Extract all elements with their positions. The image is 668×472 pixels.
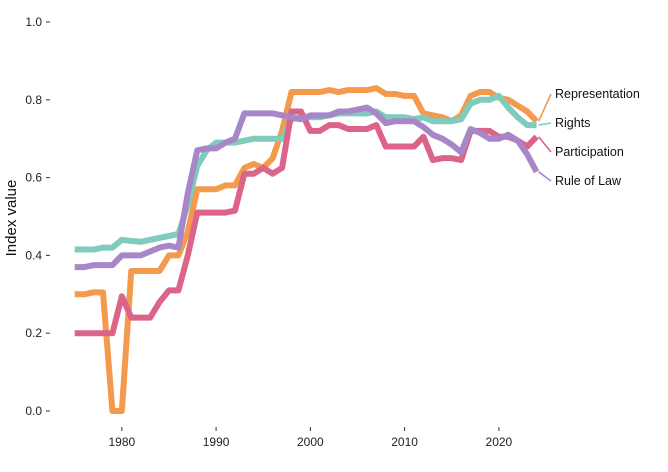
series-labels: Representation Rights Participation Rule of… [537,87,640,188]
series-label-rights: Rights [555,116,590,130]
leader-line-representation [537,93,552,122]
y-axis-label: Index value [3,180,20,257]
y-axis: 0.0 0.2 0.4 0.6 0.8 1.0 [25,15,50,418]
x-tick-label: 1990 [203,435,230,449]
y-tick-label: 0.4 [25,248,42,262]
y-tick-label: 0.0 [25,404,42,418]
x-tick-label: 2010 [391,435,418,449]
series-label-representation: Representation [555,87,640,101]
series-line-participation [74,108,539,337]
series-label-participation: Participation [555,145,624,159]
x-tick-label: 2020 [486,435,513,449]
series-line-rule-of-law [74,104,540,271]
x-tick-label: 1980 [108,435,135,449]
series-lines [74,85,540,414]
y-tick-label: 1.0 [25,15,42,29]
y-tick-label: 0.2 [25,326,42,340]
x-tick-label: 2000 [297,435,324,449]
y-tick-label: 0.8 [25,93,42,107]
y-tick-label: 0.6 [25,171,42,185]
leader-line-participation [537,136,552,153]
x-axis: 1980 1990 2000 2010 2020 [108,427,513,449]
leader-line-rule-of-law [538,171,552,182]
leader-line-rights [538,122,552,126]
series-label-rule-of-law: Rule of Law [555,174,622,188]
